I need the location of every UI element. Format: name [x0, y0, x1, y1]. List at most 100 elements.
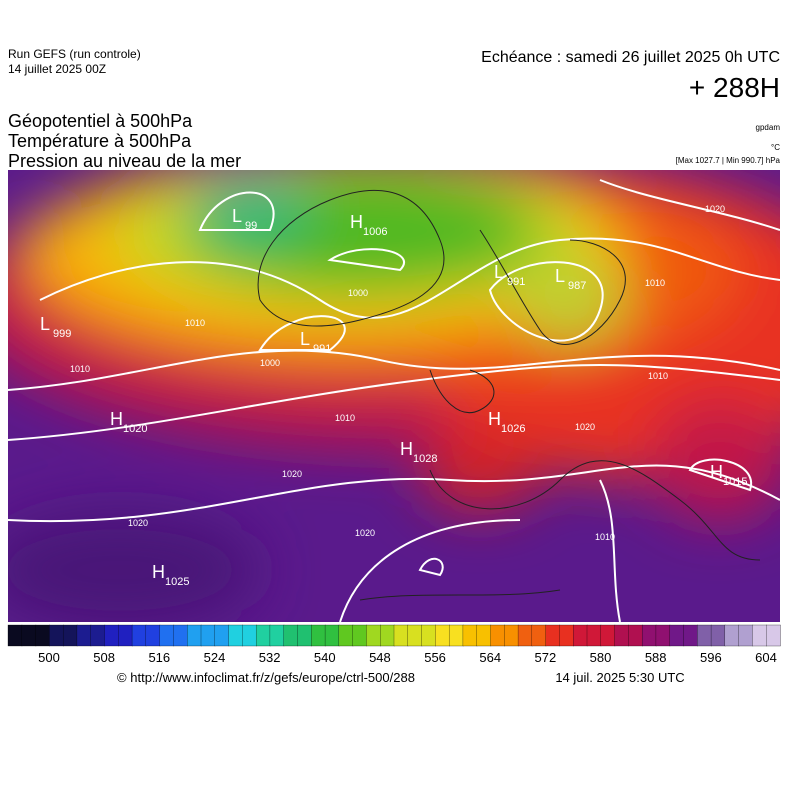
timestamp: 14 juil. 2025 5:30 UTC: [555, 670, 684, 685]
isobar-label: 1020: [705, 204, 725, 214]
echeance: Echéance : samedi 26 juillet 2025 0h UTC: [481, 49, 780, 66]
run-date: 14 juillet 2025 00Z: [8, 62, 106, 76]
colorbar-swatch: [90, 624, 106, 647]
colorbar-swatch: [600, 624, 616, 647]
pressure-letter: L: [232, 206, 242, 226]
colorbar-swatch: [131, 624, 147, 647]
colorbar-swatch: [517, 624, 533, 647]
colorbar-tick-label: 572: [535, 650, 557, 665]
unit: [Max 1027.7 | Min 990.7] hPa: [676, 156, 781, 165]
colorbar-swatch: [421, 624, 437, 647]
colorbar-swatch: [573, 624, 588, 647]
colorbar-tick-label: 524: [204, 650, 226, 665]
colorbar-swatch: [724, 624, 740, 647]
colorbar-swatch: [448, 624, 464, 647]
pressure-letter: L: [494, 262, 504, 282]
colorbar-swatch: [297, 624, 312, 647]
pressure-value: 999: [53, 328, 71, 340]
lead-time: + 288H: [689, 72, 780, 103]
colorbar-swatch: [214, 624, 230, 647]
source-url: © http://www.infoclimat.fr/z/gefs/europe…: [117, 670, 415, 685]
colorbar-swatch: [242, 624, 257, 647]
colorbar-swatch: [352, 624, 368, 647]
isobar-label: 1000: [348, 288, 368, 298]
pressure-letter: L: [40, 314, 50, 334]
pressure-value: 1025: [165, 576, 189, 588]
pressure-value: 1006: [363, 226, 387, 238]
pressure-value: 1026: [501, 423, 525, 435]
colorbar-swatch: [490, 624, 505, 647]
colorbar-swatch: [118, 624, 133, 647]
isobar-label: 1020: [128, 518, 148, 528]
isobar-label: 1010: [185, 318, 205, 328]
pressure-letter: H: [350, 212, 363, 232]
pressure-letter: H: [488, 409, 501, 429]
colorbar-swatch: [21, 624, 37, 647]
colorbar-swatch: [766, 624, 781, 647]
colorbar-swatch: [228, 624, 244, 647]
colorbar-swatch: [159, 624, 175, 647]
colorbar-swatch: [669, 624, 685, 647]
title-line: Pression au niveau de la mer: [8, 151, 241, 171]
pressure-letter: H: [152, 562, 165, 582]
colorbar-tick-label: 500: [38, 650, 60, 665]
colorbar-tick-label: 532: [259, 650, 281, 665]
colorbar-swatch: [269, 624, 285, 647]
colorbar-tick-label: 540: [314, 650, 336, 665]
colorbar-swatch: [407, 624, 423, 647]
colorbar-swatch: [338, 624, 354, 647]
isobar-label: 1010: [648, 371, 668, 381]
unit: gpdam: [756, 123, 781, 132]
colorbar-tick-label: 564: [479, 650, 501, 665]
colorbar-swatch: [752, 624, 767, 647]
run-label: Run GEFS (run controle): [8, 47, 141, 61]
colorbar-tick-label: 596: [700, 650, 722, 665]
colorbar-swatch: [628, 624, 643, 647]
colorbar-swatch: [641, 624, 657, 647]
isobar-label: 1020: [355, 528, 375, 538]
pressure-value: 991: [507, 276, 525, 288]
colorbar-swatch: [200, 624, 216, 647]
colorbar-tick-label: 548: [369, 650, 391, 665]
pressure-value: 991: [313, 343, 331, 355]
colorbar-swatch: [462, 624, 478, 647]
isobar-label: 1010: [335, 413, 355, 423]
pressure-value: 1020: [123, 423, 147, 435]
colorbar-swatch: [697, 624, 712, 647]
colorbar-swatch: [311, 624, 326, 647]
colorbar-swatch: [393, 624, 409, 647]
colorbar-tick-label: 604: [755, 650, 777, 665]
pressure-value: 1015: [723, 476, 747, 488]
colorbar-swatch: [283, 624, 299, 647]
pressure-letter: H: [110, 409, 123, 429]
colorbar-swatch: [7, 624, 23, 647]
colorbar-swatch: [380, 624, 395, 647]
colorbar-swatch: [655, 624, 671, 647]
isobar-label: 1010: [70, 364, 90, 374]
colorbar-swatch: [435, 624, 450, 647]
isobar-label: 1020: [575, 422, 595, 432]
pressure-value: 987: [568, 280, 586, 292]
colorbar-swatch: [145, 624, 161, 647]
pressure-value: 99: [245, 220, 257, 232]
colorbar-swatch: [476, 624, 492, 647]
pressure-letter: H: [400, 439, 413, 459]
pressure-letter: H: [710, 462, 723, 482]
pressure-letter: L: [555, 266, 565, 286]
colorbar-swatch: [104, 624, 119, 647]
pressure-letter: L: [300, 329, 310, 349]
colorbar-swatch: [614, 624, 630, 647]
colorbar-swatch: [683, 624, 698, 647]
colorbar-swatch: [49, 624, 64, 647]
isobar-label: 1020: [282, 469, 302, 479]
title-line: Température à 500hPa: [8, 131, 192, 151]
colorbar-swatch: [35, 624, 51, 647]
isobar-label: 1000: [260, 358, 280, 368]
colorbar-tick-label: 508: [93, 650, 115, 665]
colorbar-swatch: [255, 624, 271, 647]
colorbar-swatch: [531, 624, 547, 647]
colorbar-tick-label: 588: [645, 650, 667, 665]
colorbar-swatch: [366, 624, 381, 647]
colorbar-swatch: [545, 624, 561, 647]
